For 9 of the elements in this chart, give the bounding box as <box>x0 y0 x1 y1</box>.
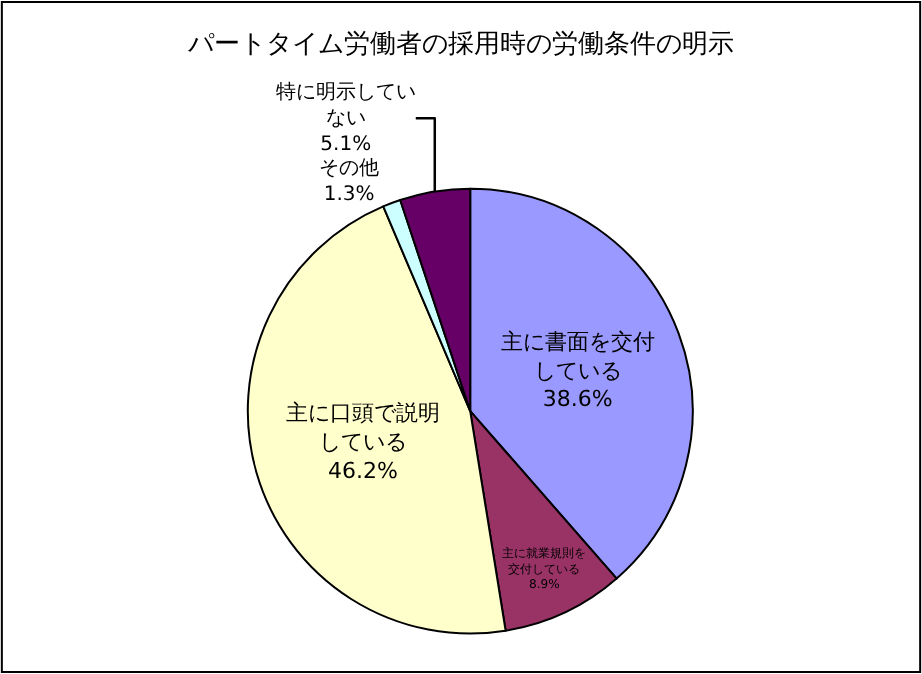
slice-label: 主に口頭で説明している <box>285 400 440 456</box>
slice-label: 主に書面を交付している <box>500 329 655 384</box>
data-label: 1.3% <box>323 184 375 207</box>
slice-label: 特に明示していない <box>275 80 416 131</box>
slice-label: その他 <box>319 156 380 181</box>
data-label: 46.2% <box>328 457 398 484</box>
data-label: 38.6% <box>542 386 613 413</box>
data-label: 5.1% <box>320 134 372 157</box>
chart-title: パートタイム労働者の採用時の労働条件の明示 <box>186 29 734 60</box>
